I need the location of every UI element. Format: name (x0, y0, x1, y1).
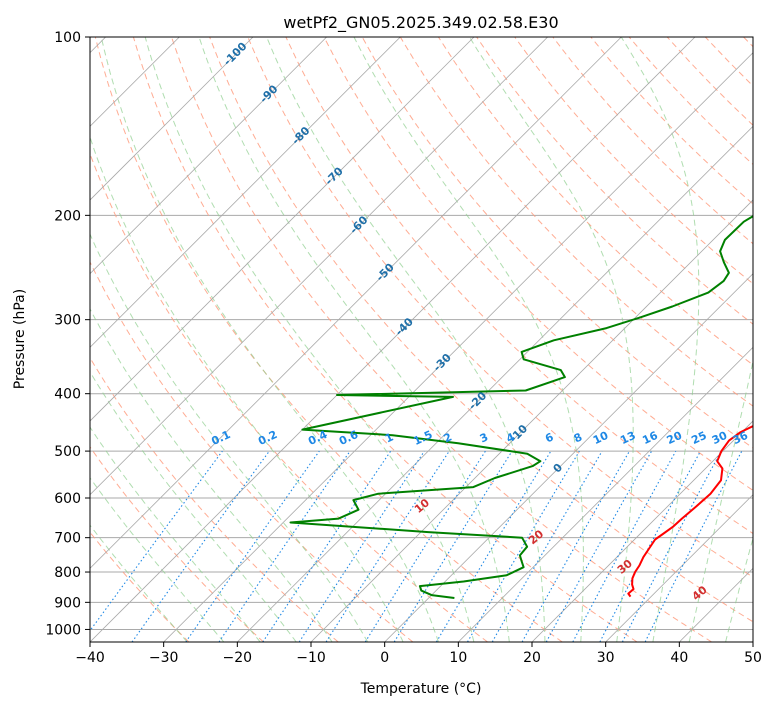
isotherm-line (90, 37, 401, 348)
isotherm-line (458, 346, 753, 642)
dry-adiabat-line (323, 37, 753, 491)
y-tick-label: 900 (54, 595, 81, 611)
dry-adiabat-line (132, 37, 638, 642)
x-tick-label: 30 (597, 650, 615, 666)
mixing-ratio-label: 20 (665, 429, 685, 447)
mixing-ratio-line (572, 450, 677, 642)
mixing-ratio-line (218, 450, 351, 642)
mixing-ratio-label: 16 (640, 429, 660, 447)
moist-adiabat-line (688, 358, 753, 642)
moist-adiabat-line (266, 37, 546, 642)
y-axis-title: Pressure (hPa) (12, 289, 28, 389)
x-tick-label: −10 (296, 650, 326, 666)
dewpoint-profile-line (289, 215, 753, 599)
background-guides (90, 37, 753, 642)
y-tick-label: 700 (54, 531, 81, 547)
x-tick-label: 50 (744, 650, 762, 666)
y-tick-label: 800 (54, 565, 81, 581)
y-tick-label: 500 (54, 444, 81, 460)
moist-adiabat-line (90, 524, 188, 642)
dry-adiabat-line (94, 37, 563, 642)
isotherm-line (90, 37, 548, 496)
moist-adiabat-line (90, 232, 369, 642)
temperature-profile-line (627, 425, 753, 598)
isotherm-line (90, 37, 254, 201)
mixing-ratio-line (131, 450, 270, 642)
isotherm-line (237, 125, 753, 642)
x-axis: −40 −30 −20 −10 0 10 20 30 40 50 (75, 642, 762, 666)
dry-adiabat-line (476, 37, 753, 325)
moist-adiabat-line (100, 37, 439, 642)
mixing-ratio-line (521, 450, 630, 642)
dry-adiabat-line (171, 37, 712, 642)
mixing-ratio-label: 13 (618, 429, 637, 447)
moist-adiabat-line (90, 476, 225, 642)
y-tick-label: 1000 (45, 622, 81, 638)
mixing-ratio-line (90, 450, 223, 632)
moist-adiabat-line (90, 370, 297, 642)
x-tick-label: −30 (149, 650, 179, 666)
dry-adiabat-line (285, 37, 753, 535)
isotherm-line (310, 199, 753, 642)
mixing-ratio-line (644, 450, 743, 642)
y-tick-label: 100 (54, 30, 81, 46)
chart-title: wetPf2_GN05.2025.349.02.58.E30 (283, 13, 558, 33)
mixing-ratio-label: 10 (591, 429, 611, 447)
profile-series (289, 215, 753, 599)
plot-background (90, 37, 753, 642)
mixing-ratio-line (185, 450, 320, 642)
isotherm-line (90, 37, 327, 275)
isotherm-line (752, 641, 753, 642)
y-tick-label: 300 (54, 313, 81, 329)
mixing-ratio-label: 30 (710, 429, 730, 447)
x-tick-label: 0 (380, 650, 389, 666)
y-axis: 1000 900 800 700 600 500 400 300 200 100 (45, 30, 90, 638)
x-tick-label: 40 (670, 650, 688, 666)
moist-adiabat-line (353, 37, 584, 642)
dry-adiabat-line (90, 356, 339, 642)
y-tick-label: 400 (54, 387, 81, 403)
isotherm-line (90, 37, 696, 642)
mixing-ratio-label: 25 (689, 429, 708, 447)
mixing-ratio-line (325, 450, 450, 642)
moist-adiabat-line (90, 135, 404, 642)
mixing-ratio-line (262, 450, 392, 642)
moist-adiabat-line (725, 536, 753, 642)
dry-adiabat-line (247, 37, 753, 578)
mixing-ratio-line (393, 450, 513, 642)
moist-adiabat-line (90, 426, 261, 642)
mixing-ratio-line (298, 450, 425, 642)
isotherm-line (384, 273, 753, 642)
plot-frame (89, 36, 754, 643)
isotherm-line (605, 494, 753, 642)
dry-adiabat-line (209, 37, 753, 623)
isotherm-line (90, 37, 475, 422)
x-tick-label: −20 (223, 650, 253, 666)
isotherm-line (90, 37, 622, 569)
mixing-ratio-label: 36 (731, 429, 751, 447)
isotherm-line (163, 52, 753, 642)
y-tick-label: 200 (54, 208, 81, 224)
isotherm-line (531, 420, 753, 642)
x-tick-label: 20 (523, 650, 541, 666)
mixing-ratio-line (545, 450, 653, 642)
x-axis-title: Temperature (°C) (360, 681, 482, 697)
x-tick-label: 10 (449, 650, 467, 666)
moist-adiabat-line (144, 37, 475, 642)
dry-adiabat-line (90, 446, 264, 642)
y-tick-label: 600 (54, 491, 81, 507)
x-tick-label: −40 (75, 650, 105, 666)
dry-adiabat-line (90, 260, 414, 642)
moist-adiabat-line (620, 37, 700, 642)
dry-adiabat-line (514, 37, 753, 285)
moist-adiabat-line (90, 308, 333, 642)
